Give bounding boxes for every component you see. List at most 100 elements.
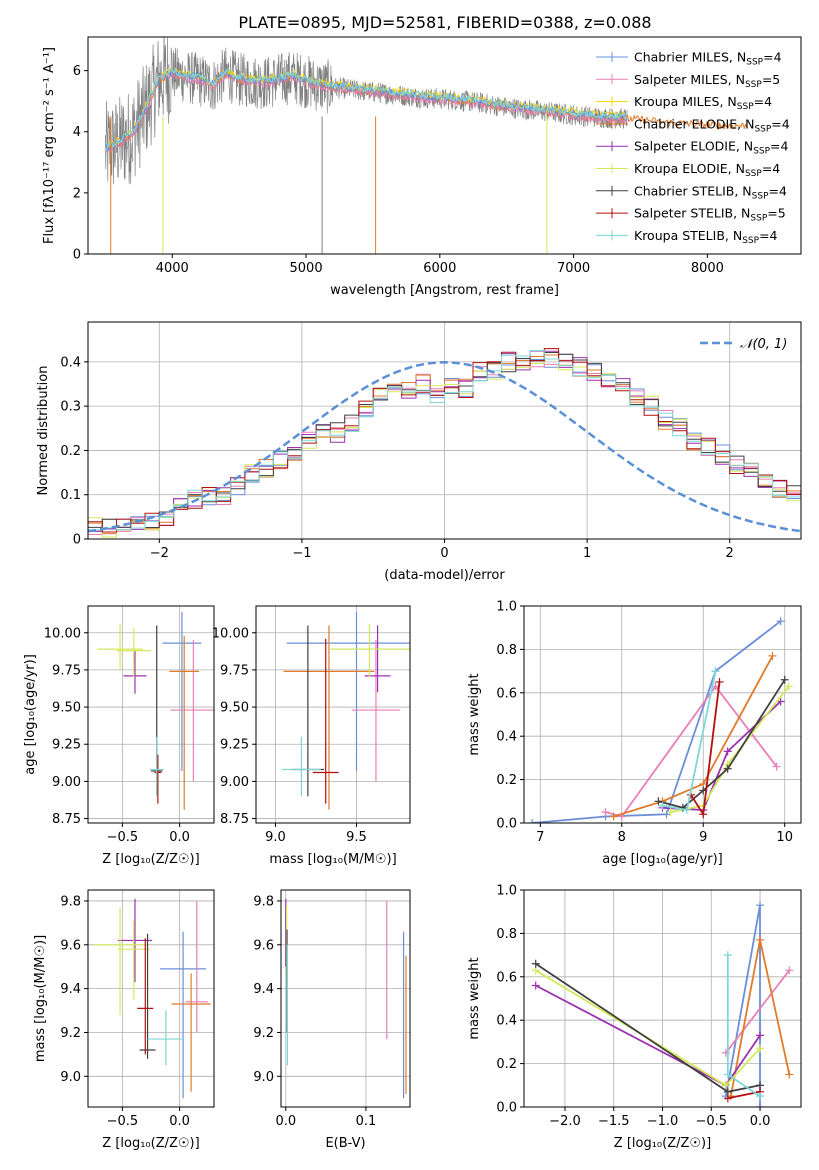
legend-entry: Kroupa MILES, NSSP=4 <box>596 94 772 112</box>
y-tick-label: 9.75 <box>52 663 81 678</box>
y-axis-label: mass weight <box>467 673 482 755</box>
legend-entry: Salpeter ELODIE, NSSP=4 <box>596 139 789 157</box>
x-axis-label: Z [log₁₀(Z/Z☉)] <box>614 1136 711 1151</box>
frame-residuals: −2 −1 0 1 2 0 0.1 0.2 0.3 0.4 (data-model)/error No… <box>36 321 802 583</box>
weight-line <box>725 969 791 1054</box>
x-tick-label: 0.0 <box>275 1114 296 1129</box>
weight-marker <box>531 981 540 990</box>
y-tick-label: 0.2 <box>496 1057 517 1072</box>
x-tick-label: 5000 <box>290 261 323 276</box>
weight-marker <box>666 808 675 817</box>
errorbar-point <box>171 973 211 1092</box>
legend: 𝒩(0, 1) <box>700 337 787 352</box>
plot-area <box>97 611 214 810</box>
errorbar-point <box>364 625 391 693</box>
weight-series-chabrier_miles <box>528 617 785 823</box>
x-tick-label: −1 <box>292 546 311 561</box>
weight-marker <box>785 966 794 975</box>
x-axis-label: Z [log₁₀(Z/Z☉)] <box>102 852 199 867</box>
y-axis-label: Flux [fλ10⁻¹⁷ erg cm⁻² s⁻¹ A⁻¹] <box>42 47 57 244</box>
frame-age_vs_Z: −0.5 0.0 8.75 9.00 9.25 9.50 9.75 10.00 Z [log₁₀… <box>23 605 215 867</box>
panel-mass_vs_ebv <box>281 890 410 1107</box>
y-axis-label: mass [log₁₀(M/M☉)] <box>33 935 48 1062</box>
plot-area <box>281 611 410 810</box>
y-axis-label: Normed distribution <box>36 366 51 496</box>
weight-marker <box>723 747 732 756</box>
y-tick-label: 0.6 <box>496 686 517 701</box>
x-tick-label: 7000 <box>557 261 590 276</box>
y-tick-label: 9.00 <box>52 775 81 790</box>
y-tick-label: 0.8 <box>496 927 517 942</box>
panel-spectrum <box>104 37 748 254</box>
errorbar-point <box>286 611 410 771</box>
legend-entry: Salpeter STELIB, NSSP=5 <box>596 206 786 224</box>
weight-marker <box>723 764 732 773</box>
y-tick-label: 6 <box>73 64 81 79</box>
plot-area <box>531 901 794 1107</box>
legend-label: Salpeter ELODIE, NSSP=4 <box>634 139 789 157</box>
x-tick-label: 0 <box>440 546 448 561</box>
axes-frame <box>255 605 411 824</box>
x-tick-label: 2 <box>726 546 734 561</box>
weight-marker <box>756 1092 765 1101</box>
weight-line <box>535 963 761 1093</box>
weight-marker <box>756 1044 765 1053</box>
panel-residuals <box>88 322 801 540</box>
y-tick-label: 0 <box>73 533 81 548</box>
x-tick-label: −0.5 <box>695 1114 727 1129</box>
y-tick-label: 9.00 <box>220 775 249 790</box>
errorbar-point <box>116 628 151 678</box>
weight-marker <box>776 617 785 626</box>
x-tick-label: 8 <box>618 830 626 845</box>
weight-marker <box>662 810 671 819</box>
legend-label: Salpeter MILES, NSSP=5 <box>634 72 780 90</box>
frame-spectrum: 4000 5000 6000 7000 8000 0 2 4 6 wavelength [Angs… <box>42 36 802 298</box>
legend-label: Chabrier MILES, NSSP=4 <box>634 50 782 68</box>
y-tick-label: 0.4 <box>60 355 81 370</box>
errorbar-point <box>169 635 200 810</box>
legend-entry: Chabrier ELODIE, NSSP=4 <box>596 116 790 134</box>
x-tick-label: 0.0 <box>169 1114 190 1129</box>
x-tick-label: 8000 <box>691 261 724 276</box>
y-tick-label: 10.00 <box>212 626 249 641</box>
y-tick-label: 0.0 <box>496 817 517 832</box>
frame-mass_vs_Z: −0.5 0.0 9.0 9.2 9.4 9.6 9.8 Z [log₁₀(Z/Z☉)] mas… <box>33 889 215 1151</box>
x-axis-label: age [log₁₀(age/yr)] <box>602 852 723 867</box>
errorbar-point <box>123 650 147 694</box>
weight-marker <box>723 1094 732 1103</box>
y-tick-label: 9.0 <box>60 1070 81 1085</box>
frame-weight_vs_Z: −2.0 −1.5 −1.0 −0.5 0.0 0.0 0.2 0.4 0.6 0.8 1.0 Z [… <box>467 884 802 1151</box>
y-tick-label: 9.4 <box>60 982 81 997</box>
normal-curve <box>88 361 801 533</box>
weight-marker <box>699 810 708 819</box>
weight-marker <box>756 935 765 944</box>
figure-title: PLATE=0895, MJD=52581, FIBERID=0388, z=0… <box>238 13 651 32</box>
y-tick-label: 0.3 <box>60 400 81 415</box>
plot-area <box>285 898 407 1099</box>
y-tick-label: 9.2 <box>60 1026 81 1041</box>
weight-marker <box>531 959 540 968</box>
x-tick-label: 6000 <box>423 261 456 276</box>
y-tick-label: 9.25 <box>220 738 249 753</box>
histogram-kroupa_elodie <box>88 348 801 539</box>
x-axis-label: E(B-V) <box>325 1136 365 1151</box>
weight-line <box>535 984 761 1087</box>
plot-area <box>88 348 801 539</box>
y-tick-label: 9.6 <box>60 938 81 953</box>
y-tick-label: 8.75 <box>52 812 81 827</box>
x-tick-label: −0.5 <box>107 830 139 845</box>
weight-marker <box>784 682 793 691</box>
legend-label: Chabrier STELIB, NSSP=4 <box>634 183 787 201</box>
weight-marker <box>658 801 667 810</box>
weight-marker <box>723 951 732 960</box>
weight-series-chabrier_stelib <box>654 675 789 812</box>
legend-entry: Salpeter MILES, NSSP=5 <box>596 72 780 90</box>
errorbar-point <box>149 736 164 797</box>
plot-area <box>93 898 211 1099</box>
y-tick-label: 1.0 <box>496 884 517 899</box>
weight-marker <box>772 762 781 771</box>
frame-age_vs_mass: 9.0 9.5 8.75 9.00 9.25 9.50 9.75 10.00 mass [log… <box>212 605 411 867</box>
legend: Chabrier MILES, NSSP=4 Salpeter MILES, NS… <box>596 50 790 246</box>
errorbar-point <box>351 640 401 782</box>
